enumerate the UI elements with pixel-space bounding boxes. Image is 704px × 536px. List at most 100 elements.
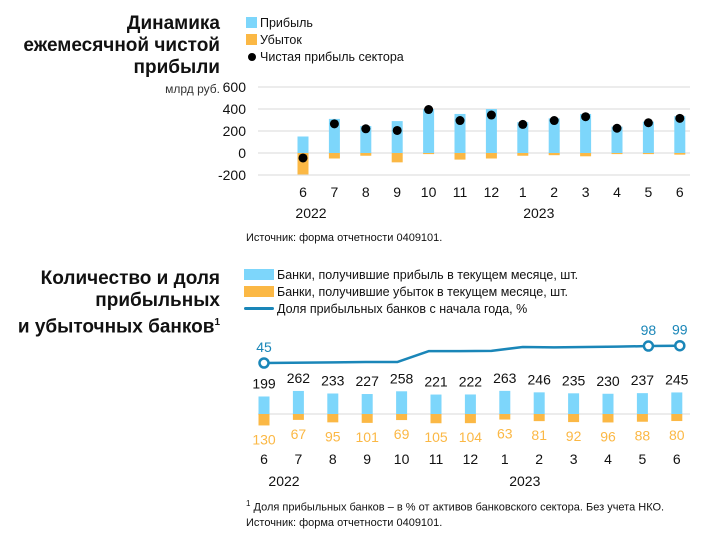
x-tick-label: 1 <box>501 451 509 467</box>
profitable-banks-label: 245 <box>665 371 689 387</box>
share-marker <box>258 357 270 369</box>
x-tick-label: 6 <box>676 184 684 200</box>
chart1-legend: Прибыль Убыток Чистая прибыль сектора <box>246 14 404 65</box>
chart2-title-line: и убыточных банков1 <box>18 312 220 338</box>
loss-banks-bar <box>396 414 408 421</box>
loss-banks-label: 80 <box>669 427 685 443</box>
profit-bar <box>485 109 497 153</box>
y-tick-label: -200 <box>218 167 246 183</box>
legend-label: Прибыль <box>260 15 313 30</box>
legend-item-share: Доля прибыльных банков с начала года, % <box>244 300 578 317</box>
x-tick-label: 10 <box>394 451 410 467</box>
x-tick-label: 11 <box>429 451 444 467</box>
loss-banks-bar <box>499 414 511 420</box>
x-tick-label: 12 <box>484 184 500 200</box>
x-tick-label: 4 <box>604 451 612 467</box>
profitable-banks-label: 227 <box>356 373 380 389</box>
loss-bar <box>360 153 372 156</box>
loss-bar <box>454 153 466 160</box>
loss-banks-label: 92 <box>566 428 582 444</box>
profitable-banks-bar <box>568 393 580 414</box>
loss-banks-bar <box>533 414 545 422</box>
profitable-banks-label: 233 <box>321 372 345 388</box>
net-profit-dot <box>675 113 685 123</box>
x-tick-label: 6 <box>260 451 268 467</box>
chart2-footnote: 1 Доля прибыльных банков – в % от активо… <box>246 499 664 514</box>
x-tick-label: 5 <box>645 184 653 200</box>
y-tick-label: 400 <box>223 101 247 117</box>
loss-banks-label: 95 <box>325 428 341 444</box>
year-label: 2022 <box>295 205 326 221</box>
legend-label: Банки, получившие убыток в текущем месяц… <box>277 284 569 299</box>
loss-bar <box>674 153 686 155</box>
profit-bar <box>642 121 654 153</box>
x-tick-label: 7 <box>295 451 303 467</box>
loss-bar <box>517 153 529 156</box>
chart1-title-line: прибыли <box>133 57 220 78</box>
profit-bar <box>423 109 435 153</box>
profitable-banks-label: 262 <box>287 370 311 386</box>
x-tick-label: 7 <box>331 184 339 200</box>
legend-item-profitable-banks: Банки, получившие прибыль в текущем меся… <box>244 266 578 283</box>
loss-banks-label: 67 <box>291 426 307 442</box>
x-tick-label: 1 <box>519 184 527 200</box>
profit-swatch-icon <box>246 17 257 28</box>
loss-bar <box>611 153 623 155</box>
profitable-banks-label: 235 <box>562 372 586 388</box>
profitable-banks-bar <box>396 391 408 414</box>
legend-label: Убыток <box>260 32 302 47</box>
net-profit-dot <box>612 123 622 133</box>
profitable-banks-bar <box>430 394 442 414</box>
chart2-title-line: прибыльных <box>95 290 220 311</box>
share-marker <box>674 339 686 352</box>
year-label: 2022 <box>268 473 299 489</box>
profitable-banks-label: 263 <box>493 370 517 386</box>
loss-banks-bar <box>292 414 304 420</box>
net-profit-dot <box>643 118 653 128</box>
net-dot-icon <box>248 52 256 61</box>
loss-banks-label: 105 <box>424 429 448 445</box>
legend-item-loss: Убыток <box>246 31 404 48</box>
y-tick-label: 600 <box>223 79 247 95</box>
loss-banks-bar <box>602 414 614 423</box>
chart2-source: Источник: форма отчетности 0409101. <box>246 517 443 529</box>
profitable-banks-label: 221 <box>424 374 448 390</box>
year-label: 2023 <box>509 473 540 489</box>
loss-banks-label: 101 <box>356 429 380 445</box>
net-profit-dot <box>392 125 402 135</box>
x-tick-label: 11 <box>453 184 468 200</box>
profitable-banks-label: 222 <box>459 373 483 389</box>
y-tick-label: 200 <box>223 123 247 139</box>
chart1-source: Источник: форма отчетности 0409101. <box>246 232 443 244</box>
profitable-banks-bar <box>327 393 339 414</box>
share-label: 99 <box>672 322 688 338</box>
footnote-marker: 1 <box>246 499 251 508</box>
loss-bar <box>548 153 560 156</box>
loss-bar <box>642 153 654 155</box>
profitable-banks-bar <box>636 393 648 414</box>
loss-banks-label: 96 <box>600 428 616 444</box>
x-tick-label: 6 <box>299 184 307 200</box>
net-profit-dot <box>581 112 591 122</box>
chart1-title-line: Динамика <box>126 13 220 34</box>
y-tick-label: 0 <box>238 145 246 161</box>
loss-banks-label: 104 <box>459 429 483 445</box>
profitable-banks-bar <box>533 392 545 414</box>
chart1-title: Динамика ежемесячной чистой прибыли <box>23 13 220 79</box>
x-tick-label: 12 <box>463 451 479 467</box>
legend-label: Доля прибыльных банков с начала года, % <box>277 301 528 316</box>
profitable-banks-label: 258 <box>390 370 414 386</box>
profitable-banks-label: 230 <box>596 373 620 389</box>
profitable-banks-bar <box>671 392 683 414</box>
legend-label: Чистая прибыль сектора <box>260 49 404 64</box>
profitable-banks-bar <box>602 393 614 414</box>
net-profit-dot <box>361 124 371 134</box>
share-label: 45 <box>256 339 272 355</box>
x-tick-label: 2 <box>550 184 558 200</box>
net-profit-dot <box>518 119 528 129</box>
loss-banks-bar <box>464 414 476 424</box>
profitable-banks-bar <box>292 390 304 414</box>
profitable-banks-label: 237 <box>631 372 655 388</box>
